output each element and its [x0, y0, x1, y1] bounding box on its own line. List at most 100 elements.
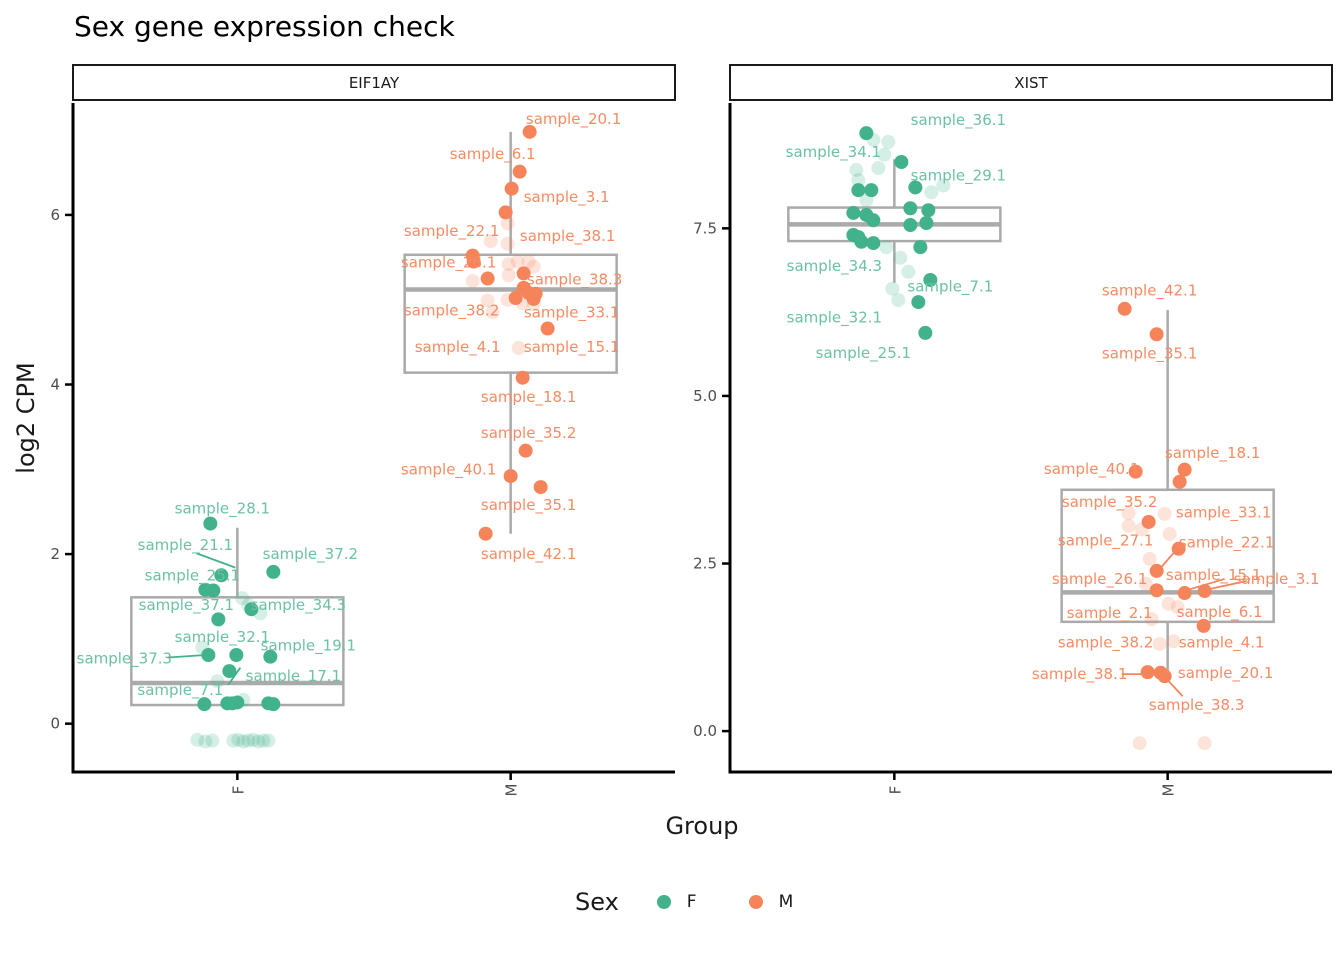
data-point: [1177, 462, 1192, 477]
data-point: [515, 296, 530, 311]
data-point: [881, 134, 896, 149]
data-point: [251, 734, 266, 749]
box: [1060, 488, 1275, 624]
sample-label: sample_34.1: [786, 143, 881, 162]
data-point: [201, 647, 216, 662]
data-point: [236, 734, 251, 749]
y-tick-label: 7.5: [693, 219, 717, 237]
data-point: [205, 733, 220, 748]
data-point: [879, 240, 894, 255]
data-point: [1121, 506, 1136, 521]
data-point: [214, 568, 229, 583]
data-point: [1121, 518, 1136, 533]
data-point: [483, 234, 498, 249]
data-point: [901, 264, 916, 279]
sample-label: sample_38.2: [1058, 634, 1153, 653]
box: [403, 253, 618, 374]
data-point: [1177, 586, 1192, 601]
data-point: [923, 272, 938, 287]
sample-label: sample_19.1: [261, 637, 356, 656]
data-point: [195, 640, 210, 655]
sample-label: sample_7.1: [907, 278, 993, 297]
y-axis-title: log2 CPM: [12, 362, 40, 474]
facet-strip-label: XIST: [1014, 73, 1048, 92]
data-point: [1170, 600, 1185, 615]
data-point: [480, 293, 495, 308]
legend-label-m: M: [778, 892, 794, 912]
data-point: [859, 126, 874, 141]
label-leader-line: [227, 667, 242, 686]
data-point: [518, 443, 533, 458]
y-tick-label: 4: [50, 376, 60, 394]
sample-label: sample_37.3: [77, 649, 172, 668]
sample-label: sample_6.1: [1177, 603, 1263, 622]
data-point: [919, 215, 934, 230]
label-leader-line: [1206, 580, 1247, 591]
data-point: [1171, 541, 1186, 556]
data-point: [918, 325, 933, 340]
data-point: [533, 480, 548, 495]
data-point: [210, 674, 225, 689]
data-point: [877, 147, 892, 162]
data-point: [500, 236, 515, 251]
sample-label: sample_20.1: [1178, 664, 1273, 683]
data-point: [515, 370, 530, 385]
data-point: [903, 201, 918, 216]
data-point: [1152, 636, 1167, 651]
data-point: [236, 692, 251, 707]
sample-label: sample_35.1: [1102, 345, 1197, 364]
sample-label: sample_29.1: [911, 166, 1006, 185]
sample-label: sample_15.1: [524, 338, 619, 357]
sample-label: sample_36.1: [911, 111, 1006, 130]
facet-strip-xist: XIST: [729, 64, 1333, 101]
sample-label: sample_42.1: [1102, 282, 1197, 301]
data-point: [851, 183, 866, 198]
data-point: [498, 205, 513, 220]
sample-label: sample_37.2: [263, 545, 358, 564]
data-point: [1138, 576, 1153, 591]
data-point: [1166, 634, 1181, 649]
data-point: [206, 583, 221, 598]
data-point: [913, 240, 928, 255]
x-tick-label: M: [1160, 784, 1178, 797]
data-point: [266, 564, 281, 579]
data-point: [866, 132, 881, 147]
sample-label: sample_37.1: [139, 596, 234, 615]
data-point: [222, 664, 237, 679]
data-point: [500, 216, 515, 231]
data-point: [526, 296, 541, 311]
data-point: [501, 257, 516, 272]
sample-label: sample_2.1: [1067, 604, 1153, 623]
data-point: [864, 183, 879, 198]
data-point: [1149, 327, 1164, 342]
sample-label: sample_22.1: [404, 222, 499, 241]
data-point: [198, 734, 213, 749]
data-point: [246, 732, 261, 747]
sample-label: sample_35.1: [481, 496, 576, 515]
data-point: [891, 293, 906, 308]
sample-label: sample_4.1: [1179, 634, 1265, 653]
data-point: [480, 271, 495, 286]
label-leader-line: [196, 552, 236, 569]
data-point: [854, 234, 869, 249]
data-point: [849, 163, 864, 178]
data-point: [501, 268, 516, 283]
data-point: [1157, 506, 1172, 521]
data-point: [871, 161, 886, 176]
sample-label: sample_33.1: [524, 303, 619, 322]
sample-label: sample_42.1: [481, 545, 576, 564]
sample-label: sample_15.1: [1166, 566, 1261, 585]
sample-label: sample_21.1: [138, 536, 233, 555]
data-point: [1157, 669, 1172, 684]
data-point: [866, 213, 881, 228]
data-point: [261, 733, 276, 748]
data-point: [521, 254, 536, 269]
data-point: [266, 697, 281, 712]
sample-label: sample_32.1: [175, 628, 270, 647]
data-point: [1149, 583, 1164, 598]
data-point: [1132, 736, 1147, 751]
sample-label: sample_28.1: [175, 499, 270, 518]
data-point: [1140, 665, 1155, 680]
data-point: [846, 205, 861, 220]
sample-label: sample_38.3: [527, 270, 622, 289]
